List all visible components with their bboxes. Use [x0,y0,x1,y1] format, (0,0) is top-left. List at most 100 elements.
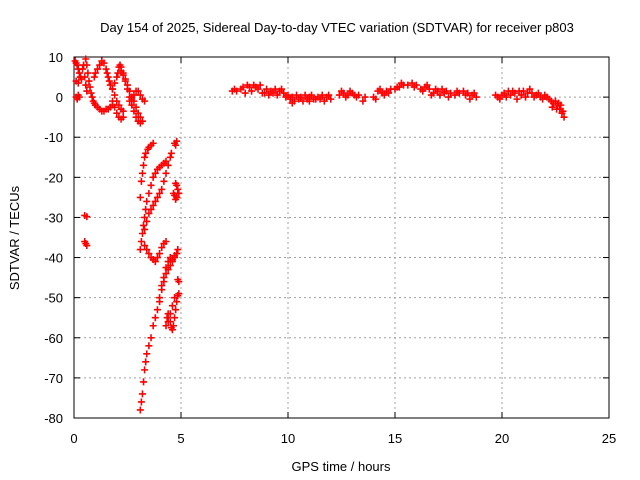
data-point [94,65,102,73]
x-tick-label: 0 [70,431,77,446]
y-tick-label: -10 [44,130,63,145]
data-point [163,314,171,322]
data-point [241,89,249,97]
data-point [168,256,176,264]
y-tick-label: -30 [44,210,63,225]
data-point [143,246,151,254]
data-point [138,229,146,237]
data-point [136,193,144,201]
data-point [151,197,159,205]
data-point [153,254,161,262]
data-point [83,61,91,69]
data-point [128,101,136,109]
data-point [318,91,326,99]
data-point [359,97,367,105]
data-point [282,93,290,101]
data-point [295,95,303,103]
data-point [151,258,159,266]
data-point [451,91,459,99]
data-point [145,209,153,217]
data-point [260,89,268,97]
data-point [500,89,508,97]
data-point [138,169,146,177]
data-point [145,189,153,197]
data-point [83,213,91,221]
data-point [115,101,123,109]
data-point [141,225,149,233]
data-point [335,91,343,99]
data-point [81,73,89,81]
data-point [376,85,384,93]
data-point [372,95,380,103]
data-point [252,83,260,91]
data-point [151,169,159,177]
data-point [553,105,561,113]
data-point [286,95,294,103]
data-point [502,93,510,101]
data-point [172,306,180,314]
data-point [346,87,354,95]
x-tick-label: 5 [177,431,184,446]
data-point [109,85,117,93]
data-point [153,306,161,314]
data-point [504,87,512,95]
data-point [432,85,440,93]
data-point [170,189,178,197]
data-point [140,161,148,169]
axis-ticks [73,56,610,419]
data-point [355,91,363,99]
data-point [137,238,145,246]
x-tick-label: 10 [281,431,295,446]
data-point [496,95,504,103]
grid-lines [74,57,609,418]
data-point [174,276,182,284]
data-point [156,189,164,197]
data-point [301,91,309,99]
data-point [136,406,144,414]
data-point [462,91,470,99]
data-point [530,93,538,101]
data-point [174,246,182,254]
data-point [173,181,181,189]
data-point [459,87,467,95]
data-point [128,95,136,103]
data-point [342,93,350,101]
data-point [171,314,179,322]
data-point [440,89,448,97]
data-point [138,390,146,398]
data-point [145,250,153,258]
data-point [173,298,181,306]
data-point [140,378,148,386]
data-point [316,95,324,103]
data-point [96,61,104,69]
data-point [86,83,94,91]
data-point [84,69,92,77]
data-point [243,81,251,89]
data-point [79,65,87,73]
data-point [404,81,412,89]
data-point [560,113,568,121]
data-point [149,322,157,330]
data-point [137,398,145,406]
data-point [380,91,388,99]
data-point [162,169,170,177]
data-point [87,89,95,97]
data-point [174,185,182,193]
data-point [526,85,534,93]
x-tick-label: 15 [388,431,402,446]
data-point [288,99,296,107]
data-point [557,101,565,109]
data-point [137,177,145,185]
data-point [308,91,316,99]
data-point [168,326,176,334]
data-point [119,113,127,121]
y-tick-label: -50 [44,291,63,306]
data-point [111,103,119,111]
data-point [280,89,288,97]
data-point [156,294,164,302]
data-point [111,91,119,99]
data-point [327,95,335,103]
data-point [519,87,527,95]
data-point [171,252,179,260]
data-point [134,87,142,95]
